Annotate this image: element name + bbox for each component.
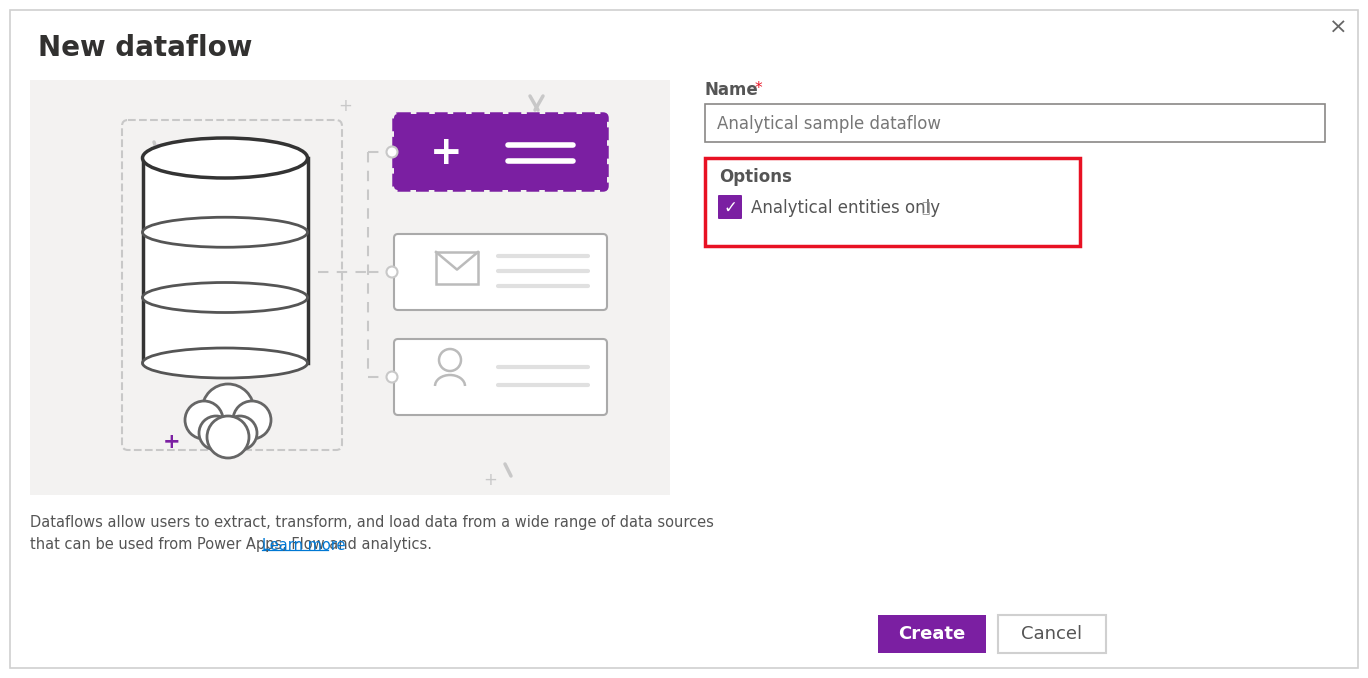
Text: Cancel: Cancel <box>1022 625 1082 643</box>
FancyBboxPatch shape <box>10 10 1358 668</box>
Circle shape <box>387 146 398 157</box>
Text: ×: × <box>1328 18 1347 38</box>
Circle shape <box>233 401 271 439</box>
FancyBboxPatch shape <box>878 615 986 653</box>
Text: +: + <box>163 432 181 452</box>
Circle shape <box>223 416 257 450</box>
Circle shape <box>439 349 461 371</box>
Text: Options: Options <box>720 168 792 186</box>
Circle shape <box>387 266 398 277</box>
FancyBboxPatch shape <box>999 615 1105 653</box>
Text: +: + <box>483 471 497 489</box>
Circle shape <box>185 401 223 439</box>
Ellipse shape <box>142 217 308 247</box>
Text: *: * <box>755 81 762 96</box>
Ellipse shape <box>142 283 308 313</box>
Circle shape <box>202 384 254 436</box>
FancyBboxPatch shape <box>705 158 1079 246</box>
Text: Analytical sample dataflow: Analytical sample dataflow <box>717 115 941 133</box>
Text: +: + <box>338 97 352 115</box>
Text: Learn more: Learn more <box>263 538 346 553</box>
Text: ✓: ✓ <box>724 199 737 217</box>
Circle shape <box>387 372 398 382</box>
Text: Name: Name <box>705 81 759 99</box>
Text: ⓘ: ⓘ <box>921 201 929 215</box>
FancyBboxPatch shape <box>705 104 1326 142</box>
FancyBboxPatch shape <box>394 114 607 190</box>
FancyBboxPatch shape <box>394 339 607 415</box>
Text: Create: Create <box>899 625 966 643</box>
FancyBboxPatch shape <box>718 195 741 219</box>
Circle shape <box>207 416 249 458</box>
Text: +: + <box>430 134 462 172</box>
FancyBboxPatch shape <box>30 80 670 495</box>
Ellipse shape <box>142 348 308 378</box>
FancyBboxPatch shape <box>394 234 607 310</box>
Ellipse shape <box>142 138 308 178</box>
Circle shape <box>198 416 233 450</box>
FancyBboxPatch shape <box>142 158 308 363</box>
Text: that can be used from Power Apps, Flow and analytics.: that can be used from Power Apps, Flow a… <box>30 538 436 553</box>
Text: Dataflows allow users to extract, transform, and load data from a wide range of : Dataflows allow users to extract, transf… <box>30 515 714 530</box>
Text: New dataflow: New dataflow <box>38 34 252 62</box>
Text: Analytical entities only: Analytical entities only <box>751 199 940 217</box>
